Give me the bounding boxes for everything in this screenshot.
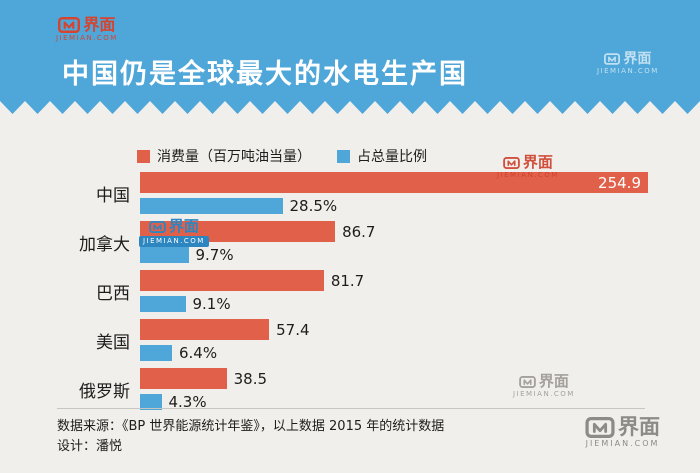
brand-domain: JIEMIAN.COM [139, 236, 209, 247]
consumption-bar-line: 57.4 [140, 319, 667, 340]
chart-row: 巴西 81.7 9.1% [57, 270, 667, 313]
value-label: 4.3% [168, 393, 207, 411]
legend-label-consumption: 消费量（百万吨油当量） [157, 149, 311, 165]
consumption-bar-line: 38.5 [140, 368, 667, 389]
brand-name: 界面 [522, 153, 553, 171]
share-bar-line: 6.4% [140, 344, 667, 362]
category-label: 美国 [96, 333, 130, 353]
consumption-bar [140, 270, 324, 291]
value-label: 38.5 [233, 369, 268, 388]
brand-domain: JIEMIAN.COM [497, 171, 559, 179]
brand-domain: JIEMIAN.COM [513, 390, 575, 398]
bar-group: 86.7 9.7% [140, 221, 667, 264]
share-bar-line: 9.1% [140, 295, 667, 313]
designer-credit-text: 设计：潘悦 [57, 439, 123, 455]
category-label: 加拿大 [79, 235, 130, 255]
consumption-bar-line: 86.7 [140, 221, 667, 242]
chart-row: 美国 57.4 6.4% [57, 319, 667, 362]
consumption-bar: 254.9 [140, 172, 648, 193]
value-label: 9.1% [192, 295, 231, 313]
bar-group: 254.9 28.5% [140, 172, 667, 215]
chart-legend: 消费量（百万吨油当量） 占总量比例 [137, 146, 427, 166]
legend-item-consumption: 消费量（百万吨油当量） [137, 146, 311, 166]
bar-chart: 中国 254.9 28.5% 加拿大 86.7 9.7% 巴西 81.7 9.1% 美国 57.4 6… [57, 172, 667, 417]
value-label: 28.5% [289, 197, 338, 215]
page-title: 中国仍是全球最大的水电生产国 [62, 59, 468, 90]
value-label: 254.9 [598, 173, 641, 192]
share-bar [140, 296, 186, 312]
consumption-bar [140, 368, 227, 389]
share-bar-line: 28.5% [140, 197, 667, 215]
jiemian-book-icon [58, 17, 81, 33]
brand-name: 界面 [168, 217, 199, 235]
jiemian-book-icon [604, 53, 621, 65]
bar-group: 81.7 9.1% [140, 270, 667, 313]
consumption-bar-line: 254.9 [140, 172, 667, 193]
watermark-white: 界面 JIEMIAN.COM [597, 52, 659, 75]
legend-item-share: 占总量比例 [337, 146, 427, 166]
brand-name: 界面 [618, 415, 660, 439]
value-label: 9.7% [195, 246, 234, 264]
brand-name: 界面 [538, 372, 569, 390]
header-band: 界面 JIEMIAN.COM 中国仍是全球最大的水电生产国 界面 JIEMIAN… [0, 0, 700, 101]
brand-domain: JIEMIAN.COM [56, 34, 118, 42]
footer: 数据来源：《BP 世界能源统计年鉴》，以上数据 2015 年的统计数据 设计：潘… [57, 408, 645, 457]
bar-group: 38.5 4.3% [140, 368, 667, 411]
brand-domain: JIEMIAN.COM [585, 439, 660, 448]
watermark-blue: 界面 JIEMIAN.COM [139, 219, 209, 247]
zigzag-edge [0, 101, 700, 114]
category-label: 巴西 [96, 284, 130, 304]
jiemian-book-icon [149, 220, 166, 233]
jiemian-book-icon [519, 375, 536, 388]
value-label: 57.4 [276, 320, 310, 339]
data-source-text: 数据来源：《BP 世界能源统计年鉴》，以上数据 2015 年的统计数据 [57, 419, 445, 434]
category-label: 俄罗斯 [79, 382, 130, 402]
brand-name: 界面 [623, 51, 652, 67]
share-bar-line: 4.3% [140, 393, 667, 411]
watermark-gray: 界面 JIEMIAN.COM [513, 374, 575, 398]
jiemian-book-icon [585, 417, 615, 438]
zigzag-path [0, 101, 700, 114]
bar-group: 57.4 6.4% [140, 319, 667, 362]
jiemian-logo-footer: 界面 JIEMIAN.COM [585, 417, 660, 448]
legend-swatch-red [137, 149, 150, 163]
share-bar-line: 9.7% [140, 246, 667, 264]
chart-row: 中国 254.9 28.5% [57, 172, 667, 215]
watermark-red: 界面 JIEMIAN.COM [497, 155, 559, 179]
share-bar [140, 247, 189, 263]
share-bar [140, 394, 162, 410]
legend-label-share: 占总量比例 [357, 149, 427, 165]
consumption-bar [140, 319, 270, 340]
chart-row: 俄罗斯 38.5 4.3% [57, 368, 667, 411]
jiemian-logo-header: 界面 JIEMIAN.COM [56, 17, 118, 42]
share-bar [140, 198, 283, 214]
brand-domain: JIEMIAN.COM [597, 67, 659, 75]
jiemian-book-icon [503, 156, 520, 169]
value-label: 6.4% [179, 344, 218, 362]
consumption-bar-line: 81.7 [140, 270, 667, 291]
brand-name: 界面 [83, 15, 116, 34]
chart-row: 加拿大 86.7 9.7% [57, 221, 667, 264]
value-label: 86.7 [342, 222, 376, 241]
value-label: 81.7 [330, 271, 365, 290]
legend-swatch-blue [337, 149, 350, 163]
category-label: 中国 [96, 186, 130, 206]
share-bar [140, 345, 172, 361]
